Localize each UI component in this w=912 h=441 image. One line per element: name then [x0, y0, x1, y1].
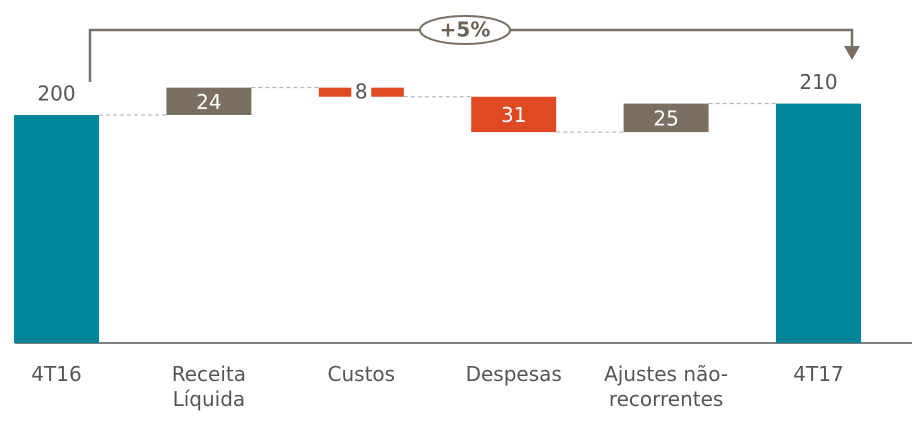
x-tick-label: 4T17: [793, 362, 844, 386]
annotation-oval: [419, 15, 511, 45]
value-label: 200: [37, 82, 75, 106]
value-label: 8: [355, 80, 368, 104]
x-tick-label: 4T16: [31, 362, 82, 386]
bracket: [88, 28, 854, 82]
annotation: +5%: [440, 18, 491, 42]
value-label: 210: [799, 70, 837, 94]
label-bg: [351, 80, 372, 105]
bar: [776, 103, 861, 343]
bar: [471, 96, 557, 133]
arrow-head: [844, 46, 860, 60]
value-label: 31: [501, 103, 526, 127]
bar: [623, 103, 709, 133]
x-tick-label: Custos: [327, 362, 396, 386]
bar: [166, 87, 252, 115]
x-tick-label: Ajustes não-recorrentes: [604, 362, 729, 411]
x-tick-label: Despesas: [465, 362, 562, 386]
value-label: 25: [653, 106, 678, 130]
value-label: 24: [196, 90, 221, 114]
x-tick-label: Receita Líquida: [171, 362, 247, 411]
bar: [14, 115, 99, 343]
